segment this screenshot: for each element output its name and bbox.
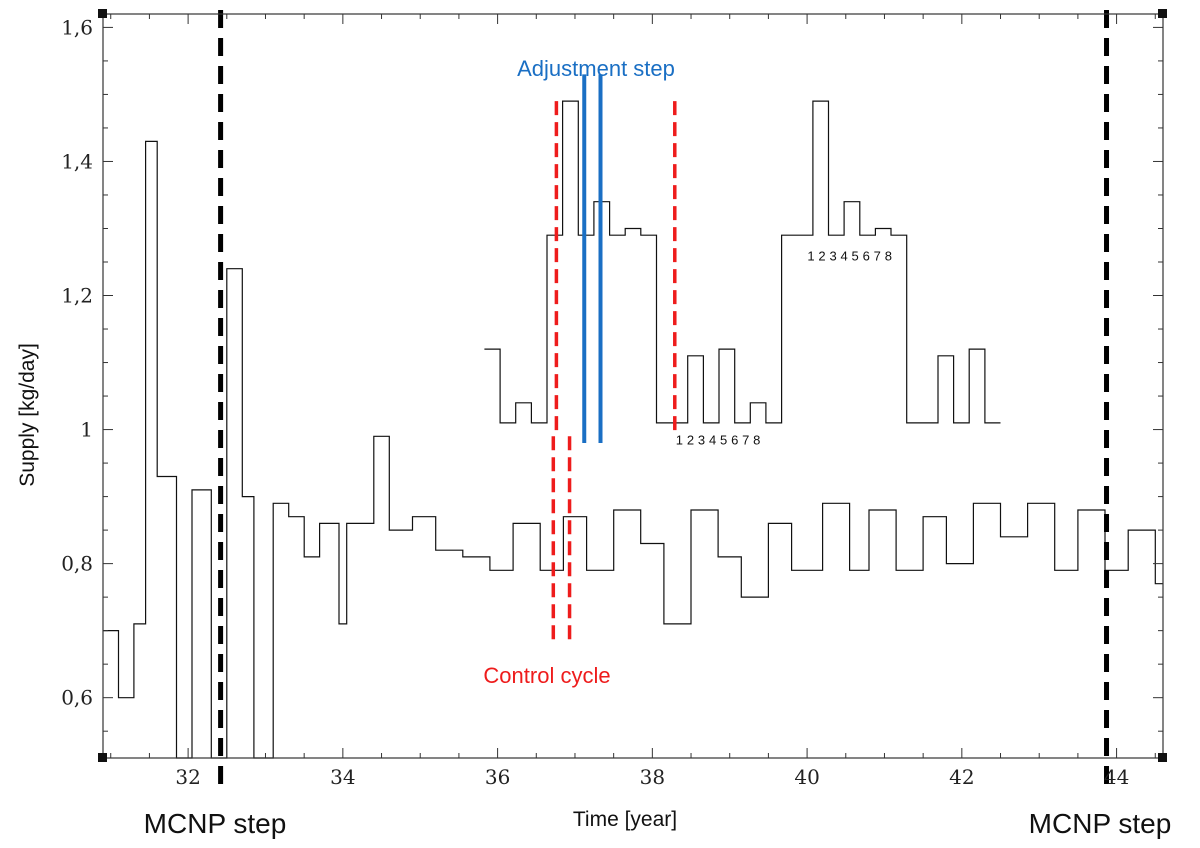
vline-layer bbox=[218, 10, 1110, 784]
control-cycle-label: Control cycle bbox=[483, 663, 610, 688]
step-number-label: 2 bbox=[687, 433, 694, 448]
frame-corner-marker bbox=[1158, 9, 1167, 18]
plot-frame bbox=[102, 13, 1164, 759]
step-number-label: 3 bbox=[829, 248, 836, 263]
x-tick-label: 40 bbox=[794, 765, 819, 789]
x-tick-label: 38 bbox=[640, 765, 665, 789]
y-tick-label: 0,8 bbox=[61, 552, 93, 576]
series-layer bbox=[103, 140, 1163, 759]
y-tick-label: 0,6 bbox=[61, 686, 93, 710]
step-number-label: 3 bbox=[698, 433, 705, 448]
step-number-label: 6 bbox=[863, 248, 870, 263]
supply-series-line bbox=[103, 140, 1163, 759]
adjustment-step-label: Adjustment step bbox=[517, 56, 675, 81]
inset-layer: 1 2 3 4 5 6 7 81 2 3 4 5 6 7 8 bbox=[484, 100, 1001, 448]
step-number-label: 4 bbox=[840, 248, 847, 263]
step-number-label: 7 bbox=[742, 433, 749, 448]
mcnp-step-label-right: MCNP step bbox=[1029, 808, 1172, 839]
text-layer: Supply [kg/day] Time [year] MCNP step MC… bbox=[16, 56, 1171, 839]
tick-layer: 32 34 36 38 40 42 440,60,811,21,41,6 bbox=[61, 9, 1167, 789]
step-number-label: 8 bbox=[753, 433, 760, 448]
step-number-label: 5 bbox=[852, 248, 859, 263]
frame-corner-marker bbox=[1158, 753, 1167, 762]
step-number-label: 1 bbox=[676, 433, 683, 448]
x-tick-label: 44 bbox=[1104, 765, 1129, 789]
y-tick-label: 1 bbox=[80, 418, 93, 442]
x-tick-label: 36 bbox=[485, 765, 510, 789]
frame-corner-marker bbox=[98, 753, 107, 762]
step-number-label: 4 bbox=[709, 433, 716, 448]
inset-step-line bbox=[484, 100, 1001, 424]
step-number-label: 1 bbox=[807, 248, 814, 263]
step-number-label: 8 bbox=[885, 248, 892, 263]
step-number-label: 6 bbox=[731, 433, 738, 448]
frame-corner-marker bbox=[98, 9, 107, 18]
step-number-label: 2 bbox=[818, 248, 825, 263]
y-tick-label: 1,4 bbox=[61, 149, 93, 173]
x-tick-label: 42 bbox=[949, 765, 974, 789]
y-axis-title: Supply [kg/day] bbox=[16, 343, 39, 487]
x-axis-title: Time [year] bbox=[573, 808, 677, 831]
step-number-label: 7 bbox=[874, 248, 881, 263]
x-tick-label: 34 bbox=[330, 765, 355, 789]
mcnp-step-label-left: MCNP step bbox=[144, 808, 287, 839]
y-tick-label: 1,2 bbox=[61, 284, 93, 308]
step-number-label: 5 bbox=[720, 433, 727, 448]
x-tick-label: 32 bbox=[175, 765, 200, 789]
y-tick-label: 1,6 bbox=[61, 15, 93, 39]
